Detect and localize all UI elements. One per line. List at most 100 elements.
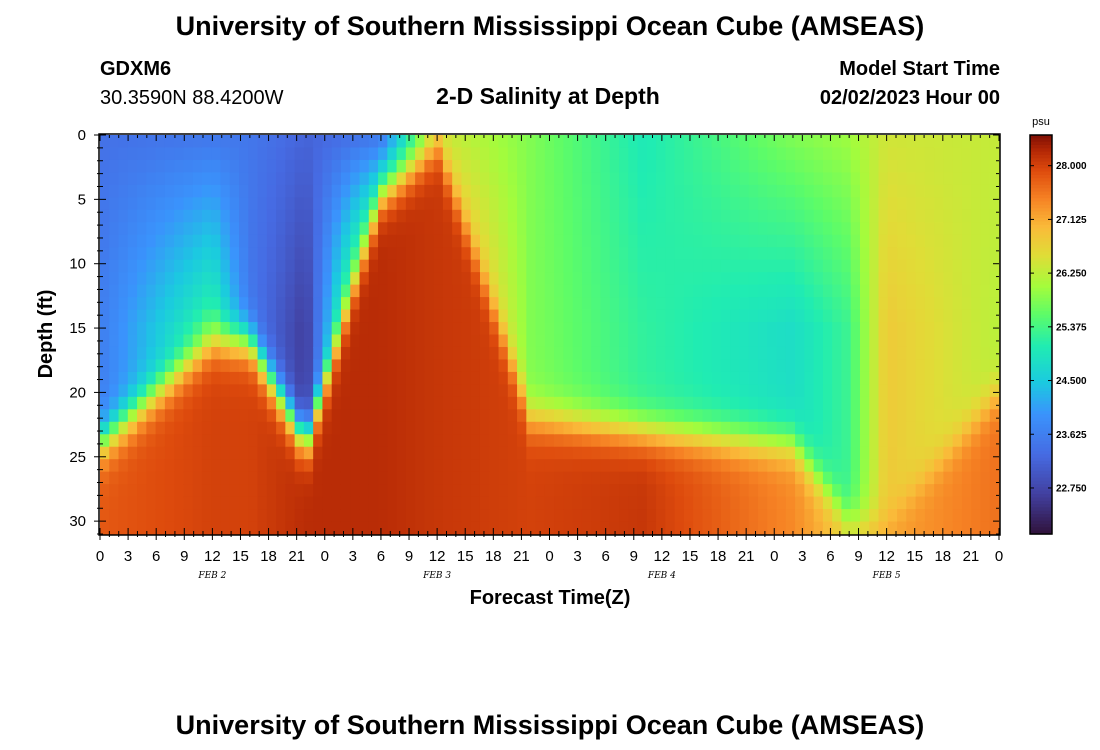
heatmap-cell [266, 184, 277, 199]
heatmap-cell [387, 272, 398, 286]
heatmap-cell [832, 409, 843, 423]
heatmap-cell [693, 322, 704, 336]
heatmap-cell [155, 446, 166, 460]
heatmap-cell [294, 421, 305, 435]
heatmap-cell [100, 259, 110, 273]
heatmap-cell [850, 284, 861, 298]
heatmap-cell [795, 135, 806, 149]
heatmap-cell [711, 135, 722, 149]
heatmap-cell [507, 434, 518, 448]
heatmap-cell [572, 359, 583, 373]
heatmap-cell [118, 471, 129, 485]
heatmap-cell [822, 209, 833, 223]
heatmap-cell [211, 409, 222, 423]
heatmap-cell [303, 409, 314, 423]
heatmap-cell [869, 197, 880, 211]
heatmap-cell [674, 209, 685, 223]
heatmap-cell [767, 184, 778, 199]
heatmap-cell [572, 409, 583, 423]
heatmap-cell [433, 309, 444, 323]
heatmap-cell [980, 209, 991, 223]
heatmap-cell [396, 209, 407, 223]
heatmap-cell [776, 322, 787, 336]
heatmap-cell [600, 159, 611, 174]
heatmap-cell [322, 471, 333, 485]
heatmap-cell [683, 384, 694, 398]
x-tick-label: 9 [405, 548, 413, 565]
heatmap-cell [943, 222, 954, 236]
heatmap-cell [544, 259, 555, 273]
heatmap-cell [461, 384, 472, 398]
heatmap-cell [637, 234, 648, 248]
heatmap-cell [526, 359, 537, 373]
heatmap-cell [656, 446, 667, 460]
heatmap-cell [100, 222, 110, 236]
colorbar-tick-label: 27.125 [1056, 215, 1087, 226]
heatmap-cell [859, 496, 870, 510]
colorbar-swatch [1030, 470, 1052, 475]
heatmap-cell [804, 322, 815, 336]
heatmap-cell [563, 484, 574, 498]
heatmap-cell [285, 459, 296, 473]
heatmap-cell [554, 371, 565, 386]
heatmap-cell [137, 446, 148, 460]
heatmap-cell [479, 384, 490, 398]
heatmap-cell [239, 359, 249, 373]
heatmap-cell [489, 509, 500, 523]
heatmap-cell [841, 184, 852, 199]
heatmap-cell [526, 222, 537, 236]
heatmap-cell [637, 172, 648, 186]
heatmap-cell [331, 159, 342, 174]
heatmap-cell [201, 284, 212, 298]
heatmap-cell [841, 147, 852, 161]
heatmap-cell [350, 471, 361, 485]
heatmap-cell [405, 334, 416, 348]
heatmap-cell [971, 509, 982, 523]
heatmap-cell [359, 446, 370, 460]
heatmap-cell [313, 434, 324, 448]
heatmap-cell [405, 272, 416, 286]
heatmap-cell [619, 197, 629, 211]
heatmap-cell [591, 309, 602, 323]
heatmap-cell [507, 371, 518, 386]
colorbar-swatch [1030, 454, 1052, 459]
heatmap-cell [452, 284, 463, 298]
heatmap-cell [109, 459, 120, 473]
heatmap-cell [127, 309, 138, 323]
heatmap-cell [507, 272, 518, 286]
heatmap-cell [100, 471, 110, 485]
heatmap-cell [387, 147, 398, 161]
heatmap-cell [424, 484, 435, 498]
x-tick-label: 9 [180, 548, 188, 565]
heatmap-cell [415, 409, 426, 423]
heatmap-cell [924, 371, 935, 386]
heatmap-cell [878, 521, 889, 535]
heatmap-cell [220, 371, 231, 386]
heatmap-cell [720, 346, 731, 361]
heatmap-cell [961, 346, 972, 361]
heatmap-cell [767, 272, 778, 286]
heatmap-cell [739, 272, 750, 286]
heatmap-cell [878, 509, 889, 523]
heatmap-cell [183, 259, 194, 273]
heatmap-cell [887, 284, 898, 298]
heatmap-cell [155, 159, 166, 174]
heatmap-cell [192, 484, 203, 498]
heatmap-cell [859, 247, 870, 261]
heatmap-cell [405, 297, 416, 311]
heatmap-cell [665, 259, 676, 273]
heatmap-cell [507, 459, 518, 473]
heatmap-cell [739, 284, 750, 298]
heatmap-cell [609, 309, 620, 323]
heatmap-cell [813, 434, 824, 448]
heatmap-cell [359, 409, 370, 423]
colorbar-swatch [1030, 148, 1052, 153]
heatmap-cell [294, 446, 305, 460]
heatmap-cell [303, 434, 314, 448]
colorbar-swatch [1030, 307, 1052, 312]
heatmap-cell [720, 209, 731, 223]
heatmap-cell [646, 421, 657, 435]
heatmap-cell [581, 396, 592, 411]
heatmap-cell [137, 421, 148, 435]
heatmap-cell [581, 197, 592, 211]
